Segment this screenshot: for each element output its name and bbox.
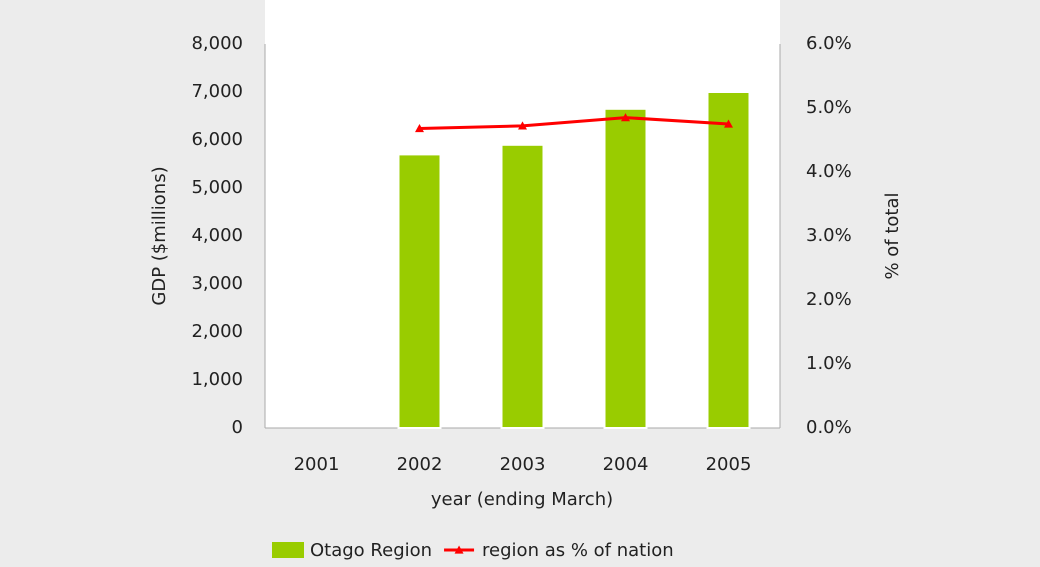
legend-marker bbox=[454, 545, 464, 554]
y-tick-label: 7,000 bbox=[191, 81, 243, 102]
y2-tick-label: 0.0% bbox=[806, 417, 852, 438]
y-tick-label: 3,000 bbox=[191, 273, 243, 294]
y-tick-label: 0 bbox=[232, 417, 243, 438]
bar bbox=[603, 107, 648, 430]
y-tick-label: 5,000 bbox=[191, 177, 243, 198]
y-tick-label: 1,000 bbox=[191, 369, 243, 390]
legend-swatch bbox=[272, 542, 304, 558]
y2-tick-label: 6.0% bbox=[806, 33, 852, 54]
bar bbox=[397, 153, 442, 429]
x-tick-label: 2001 bbox=[294, 454, 340, 475]
y-tick-label: 4,000 bbox=[191, 225, 243, 246]
x-tick-label: 2002 bbox=[397, 454, 443, 475]
y-tick-label: 2,000 bbox=[191, 321, 243, 342]
x-tick-label: 2004 bbox=[603, 454, 649, 475]
y2-tick-label: 2.0% bbox=[806, 289, 852, 310]
y2-tick-label: 3.0% bbox=[806, 225, 852, 246]
line-marker bbox=[415, 123, 424, 133]
y-axis-label: GDP ($millions) bbox=[149, 166, 170, 305]
x-tick-label: 2005 bbox=[706, 454, 752, 475]
line bbox=[419, 116, 729, 130]
y2-tick-label: 4.0% bbox=[806, 161, 852, 182]
y-tick-label: 8,000 bbox=[191, 33, 243, 54]
bar bbox=[500, 143, 545, 430]
x-axis-label: year (ending March) bbox=[431, 489, 613, 510]
legend-label: Otago Region bbox=[310, 540, 432, 561]
line-marker bbox=[621, 113, 630, 122]
x-tick-label: 2003 bbox=[500, 454, 546, 475]
y2-tick-label: 5.0% bbox=[806, 97, 852, 118]
legend-label: region as % of nation bbox=[482, 540, 674, 561]
y-tick-label: 6,000 bbox=[191, 129, 243, 150]
y2-tick-label: 1.0% bbox=[806, 353, 852, 374]
line-marker bbox=[724, 119, 733, 128]
line-marker bbox=[518, 121, 527, 130]
bar bbox=[706, 91, 751, 429]
y2-axis-label: % of total bbox=[882, 192, 903, 279]
